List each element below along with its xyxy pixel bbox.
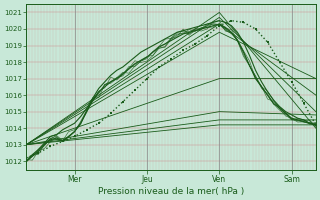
- X-axis label: Pression niveau de la mer( hPa ): Pression niveau de la mer( hPa ): [98, 187, 244, 196]
